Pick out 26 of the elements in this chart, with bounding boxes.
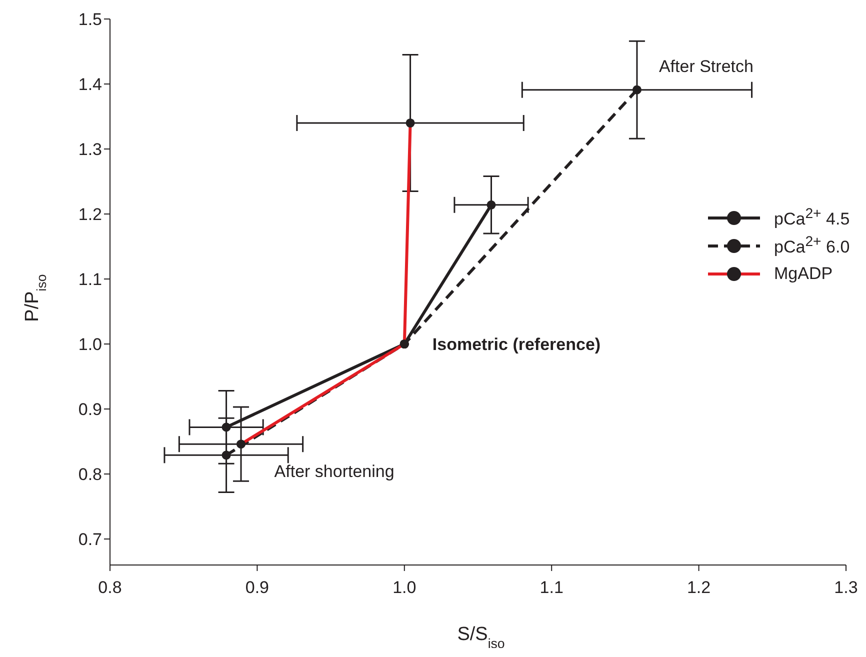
y-tick-label: 1.5	[78, 10, 102, 30]
y-tick-label: 0.8	[78, 465, 102, 484]
legend-label: pCa$^{2+}$ 6.0	[774, 234, 850, 258]
x-tick-label: 0.9	[245, 578, 270, 598]
legend-label: MgADP	[774, 264, 833, 284]
annotation: After shortening	[274, 462, 394, 482]
x-tick-label: 1.3	[834, 578, 858, 598]
y-tick-label: 1.2	[78, 205, 102, 224]
point	[222, 422, 231, 432]
legend-label: pCa$^{2+}$ 4.5	[774, 206, 850, 230]
y-tick-label: 1.0	[78, 335, 102, 354]
annotation: After Stretch	[658, 56, 754, 76]
annotation: Isometric (reference)	[432, 335, 601, 354]
y-tick-label: 1.4	[78, 75, 102, 94]
x-tick-label: 1.1	[540, 578, 564, 598]
point	[486, 200, 496, 210]
point	[632, 85, 642, 94]
point	[222, 450, 231, 460]
y-tick-label: 0.7	[78, 530, 102, 550]
x-axis-title: S/S$_{iso}$	[457, 624, 505, 650]
y-tick-label: 1.1	[78, 270, 102, 290]
x-tick-label: 0.8	[98, 578, 122, 598]
y-tick-label: 0.9	[78, 400, 102, 420]
x-tick-label: 1.2	[686, 578, 711, 598]
x-tick-label: 1.0	[392, 578, 416, 598]
y-tick-label: 1.3	[78, 140, 102, 160]
